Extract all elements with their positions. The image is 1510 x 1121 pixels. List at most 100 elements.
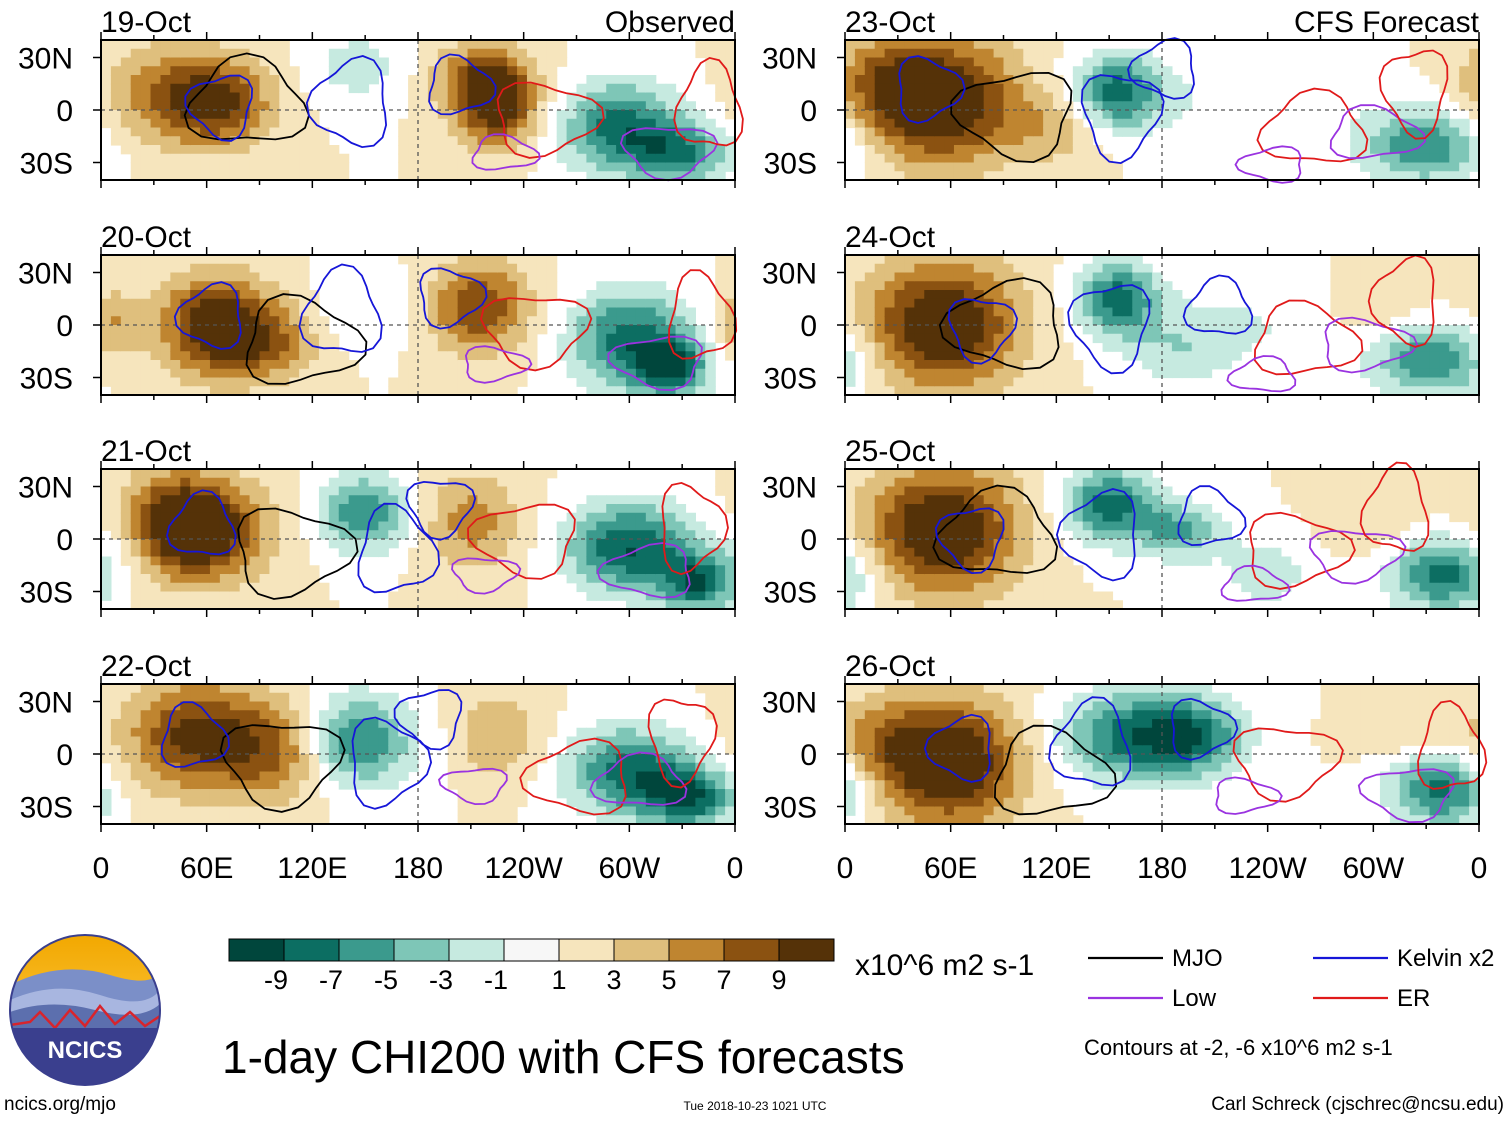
field-cell	[447, 368, 459, 379]
field-cell	[120, 512, 132, 523]
field-cell	[1439, 263, 1450, 274]
field-cell	[1082, 110, 1094, 120]
field-cell	[1231, 316, 1242, 326]
field-cell	[705, 684, 716, 694]
field-cell	[427, 574, 439, 584]
field-cell	[130, 565, 142, 575]
field-cell	[1379, 386, 1391, 396]
field-cell	[1469, 92, 1480, 102]
field-cell	[1053, 171, 1064, 181]
field-cell	[467, 745, 479, 755]
field-cell	[884, 127, 896, 137]
field-cell	[289, 281, 300, 291]
field-cell	[249, 360, 261, 370]
field-cell	[1013, 307, 1024, 317]
field-cell	[467, 727, 479, 738]
field-cell	[517, 469, 528, 479]
field-cell	[616, 556, 627, 566]
field-cell	[586, 101, 597, 111]
field-cell	[1043, 75, 1054, 85]
field-cell	[209, 377, 221, 387]
field-cell	[944, 171, 955, 181]
field-cell	[1152, 316, 1163, 326]
field-cell	[904, 495, 915, 505]
field-cell	[1419, 171, 1431, 181]
field-cell	[944, 110, 955, 120]
field-cell	[963, 48, 975, 59]
field-cell	[487, 504, 498, 514]
field-cell	[556, 530, 568, 540]
field-cell	[1419, 110, 1431, 120]
field-cell	[854, 582, 866, 593]
field-cell	[914, 351, 925, 361]
field-cell	[596, 762, 607, 773]
field-cell	[437, 101, 449, 111]
field-cell	[665, 600, 677, 610]
field-cell	[437, 281, 449, 291]
field-cell	[1142, 92, 1153, 102]
field-cell	[924, 504, 935, 514]
field-cell	[437, 333, 449, 344]
field-cell	[200, 591, 211, 601]
field-cell	[190, 806, 201, 816]
field-cell	[497, 83, 508, 94]
field-cell	[526, 307, 538, 317]
field-cell	[120, 316, 132, 326]
field-cell	[170, 281, 181, 291]
field-cell	[140, 745, 152, 755]
field-cell	[239, 530, 251, 540]
field-cell	[845, 565, 856, 575]
field-cell	[705, 574, 716, 584]
field-cell	[170, 66, 181, 76]
field-cell	[239, 574, 251, 584]
field-cell	[904, 530, 915, 540]
field-cell	[566, 754, 578, 764]
field-cell	[1439, 145, 1450, 155]
field-cell	[209, 162, 221, 172]
field-cell	[239, 101, 251, 111]
field-cell	[934, 110, 945, 120]
field-cell	[110, 298, 122, 309]
field-cell	[318, 736, 330, 746]
field-cell	[517, 162, 528, 172]
field-cell	[845, 351, 856, 361]
field-cell	[418, 153, 429, 164]
field-cell	[418, 263, 429, 274]
field-cell	[576, 504, 588, 514]
field-cell	[566, 360, 578, 370]
field-cell	[269, 754, 280, 764]
field-cell	[675, 780, 687, 790]
field-cell	[1013, 75, 1024, 85]
field-cell	[437, 75, 449, 85]
field-cell	[249, 684, 261, 694]
field-cell	[675, 316, 687, 326]
field-cell	[1003, 57, 1015, 67]
field-cell	[993, 57, 1005, 67]
field-cell	[239, 325, 251, 335]
field-cell	[626, 325, 637, 335]
field-cell	[269, 684, 280, 694]
field-cell	[635, 719, 647, 729]
field-cell	[1082, 316, 1094, 326]
field-cell	[1419, 118, 1431, 129]
field-cell	[358, 477, 370, 488]
field-cell	[526, 736, 538, 746]
field-cell	[190, 136, 201, 146]
field-cell	[894, 83, 906, 94]
field-cell	[606, 504, 617, 514]
field-cell	[586, 351, 597, 361]
field-cell	[328, 351, 340, 361]
field-cell	[388, 377, 399, 387]
field-cell	[408, 719, 419, 729]
field-cell	[209, 684, 221, 694]
field-cell	[130, 469, 142, 479]
field-cell	[497, 762, 508, 773]
field-cell	[318, 797, 330, 808]
field-cell	[1162, 118, 1173, 129]
field-cell	[973, 547, 985, 558]
field-cell	[328, 162, 340, 172]
field-cell	[616, 591, 627, 601]
field-cell	[219, 281, 231, 291]
field-cell	[219, 684, 231, 694]
field-cell	[279, 325, 290, 335]
